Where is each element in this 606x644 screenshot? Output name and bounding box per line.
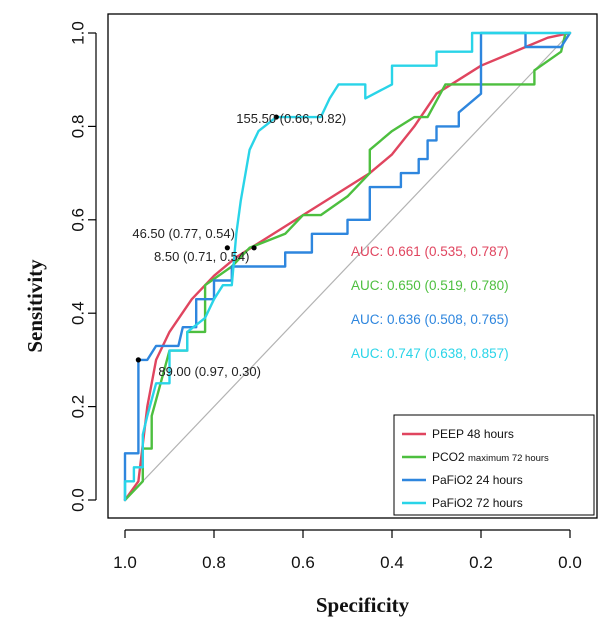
legend-label-3: PaFiO2 24 hours	[432, 473, 523, 487]
y-axis-title: Sensitivity	[23, 259, 47, 353]
y-tick-label-2: 0.2	[69, 395, 88, 419]
legend-label-2: PCO2 maximum 72 hours	[432, 450, 549, 464]
x-tick-label-3: 0.6	[291, 553, 315, 572]
auc-label-4: AUC: 0.747 (0.638, 0.857)	[351, 346, 509, 361]
threshold-point-4	[135, 357, 141, 363]
threshold-label-3: 8.50 (0.71, 0.54)	[154, 249, 249, 264]
threshold-point-2	[224, 245, 230, 251]
y-tick-label-5: 0.8	[69, 115, 88, 139]
roc-curve-2	[123, 31, 572, 502]
roc-curve-4	[123, 31, 572, 502]
legend-label-1: PEEP 48 hours	[432, 427, 514, 441]
x-axis-title: Specificity	[316, 593, 410, 617]
x-tick-label-1: 1.0	[113, 553, 137, 572]
legend-label-4: PaFiO2 72 hours	[432, 496, 523, 510]
auc-label-2: AUC: 0.650 (0.519, 0.780)	[351, 278, 509, 293]
threshold-point-3	[251, 245, 257, 251]
y-tick-label-6: 1.0	[69, 21, 88, 45]
auc-label-1: AUC: 0.661 (0.535, 0.787)	[351, 244, 509, 259]
y-tick-label-4: 0.6	[69, 208, 88, 232]
x-tick-label-4: 0.4	[380, 553, 404, 572]
reference-diagonal	[124, 32, 571, 501]
y-tick-label-3: 0.4	[69, 301, 88, 325]
threshold-label-1: 155.50 (0.66, 0.82)	[236, 111, 346, 126]
threshold-point-1	[273, 114, 279, 120]
roc-curve-3	[123, 31, 572, 502]
auc-label-3: AUC: 0.636 (0.508, 0.765)	[351, 312, 509, 327]
plot-frame	[107, 13, 598, 519]
y-tick-label-1: 0.0	[69, 488, 88, 512]
threshold-label-2: 46.50 (0.77, 0.54)	[132, 226, 235, 241]
x-tick-label-6: 0.0	[558, 553, 582, 572]
legend-box	[393, 414, 595, 516]
threshold-label-4: 89.00 (0.97, 0.30)	[158, 364, 261, 379]
x-tick-label-5: 0.2	[469, 553, 493, 572]
roc-curve-1	[123, 31, 572, 502]
x-tick-label-2: 0.8	[202, 553, 226, 572]
